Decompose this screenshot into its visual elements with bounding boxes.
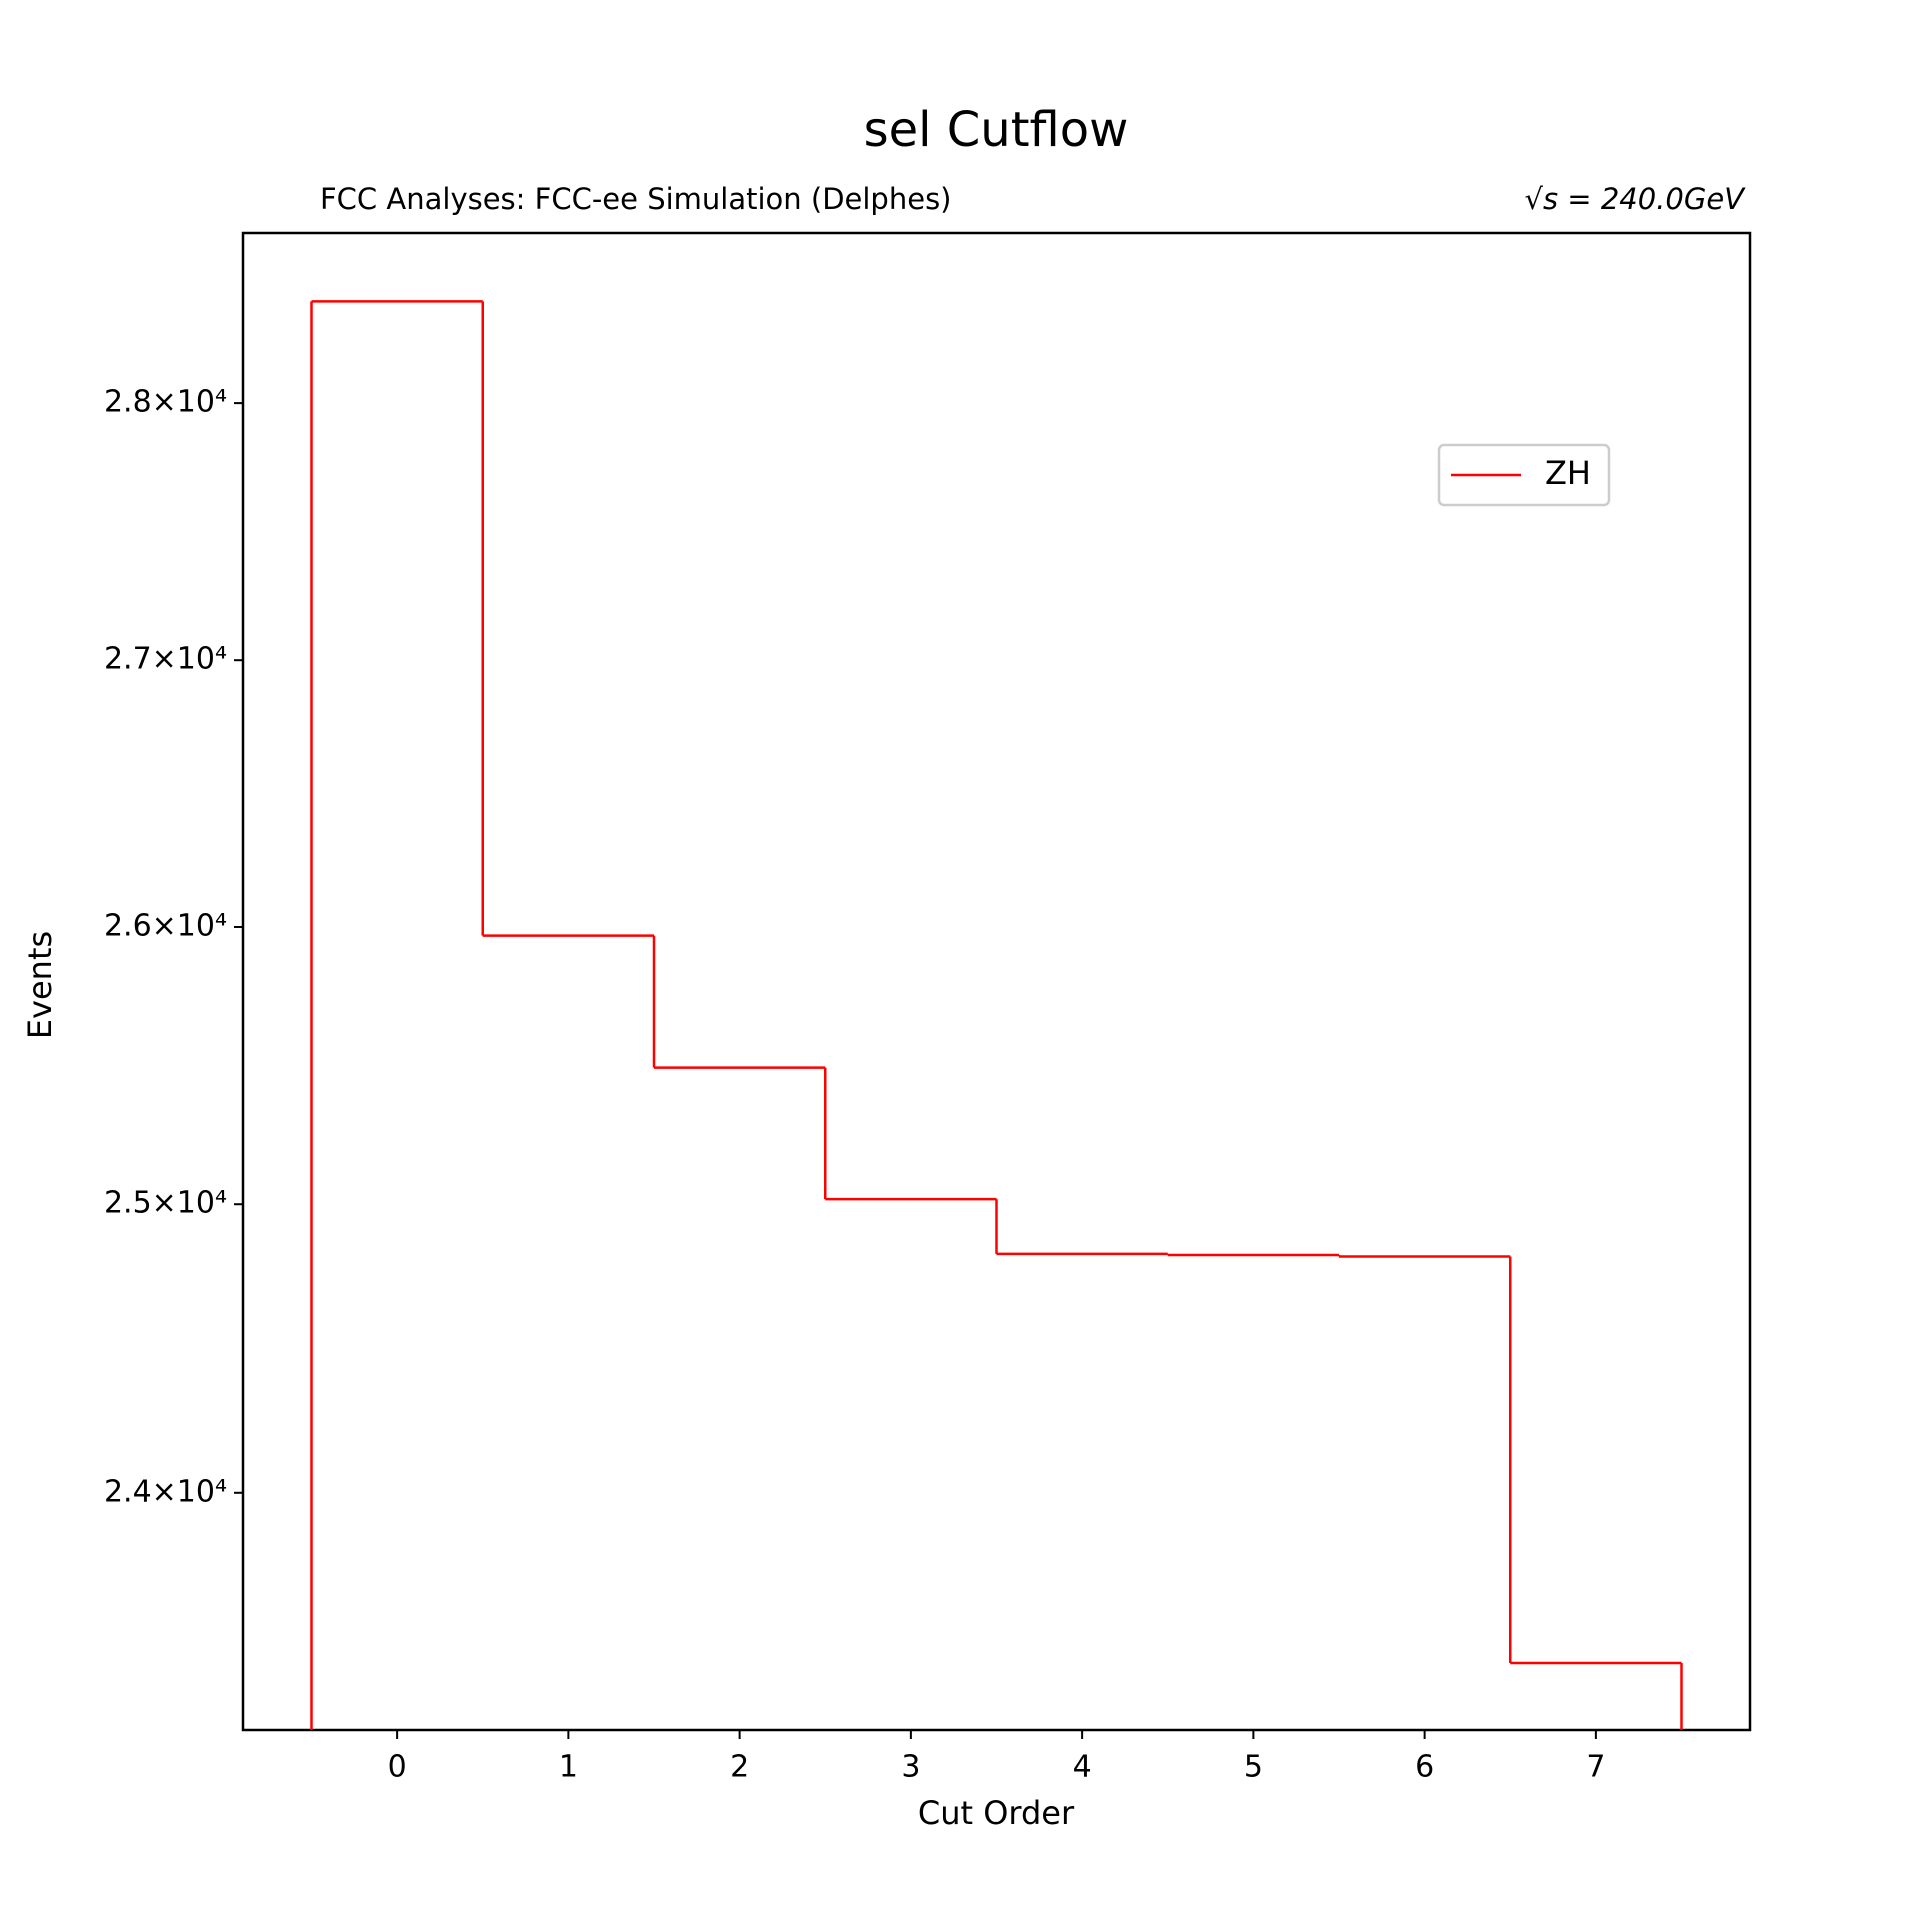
- y-axis-label: Events: [21, 931, 59, 1039]
- legend: ZH: [1437, 443, 1611, 507]
- x-tick-label: 1: [559, 1750, 578, 1785]
- chart-title: sel Cutflow: [864, 102, 1129, 158]
- x-tick-label: 2: [730, 1750, 749, 1785]
- legend-label: ZH: [1545, 454, 1591, 492]
- subtitle-right: √s = 240.0GeV: [1525, 182, 1747, 216]
- plot-frame: [241, 231, 1752, 1732]
- subtitle-left: FCC Analyses: FCC-ee Simulation (Delphes…: [320, 182, 952, 216]
- x-tick-label: 7: [1586, 1750, 1605, 1785]
- x-tick-label: 4: [1073, 1750, 1092, 1785]
- y-tick-label: 2.6×10⁴: [104, 908, 227, 943]
- y-tick-label: 2.4×10⁴: [104, 1474, 227, 1509]
- x-tick-label: 0: [388, 1750, 407, 1785]
- x-tick-label: 6: [1415, 1750, 1434, 1785]
- x-axis-label: Cut Order: [918, 1794, 1075, 1832]
- y-tick-label: 2.5×10⁴: [104, 1186, 227, 1221]
- y-tick-label: 2.7×10⁴: [104, 642, 227, 677]
- legend-box: [1437, 443, 1611, 507]
- step-connector: [310, 301, 1683, 1730]
- x-tick-label: 3: [901, 1750, 920, 1785]
- x-tick-label: 5: [1244, 1750, 1263, 1785]
- y-tick-label: 2.8×10⁴: [104, 385, 227, 420]
